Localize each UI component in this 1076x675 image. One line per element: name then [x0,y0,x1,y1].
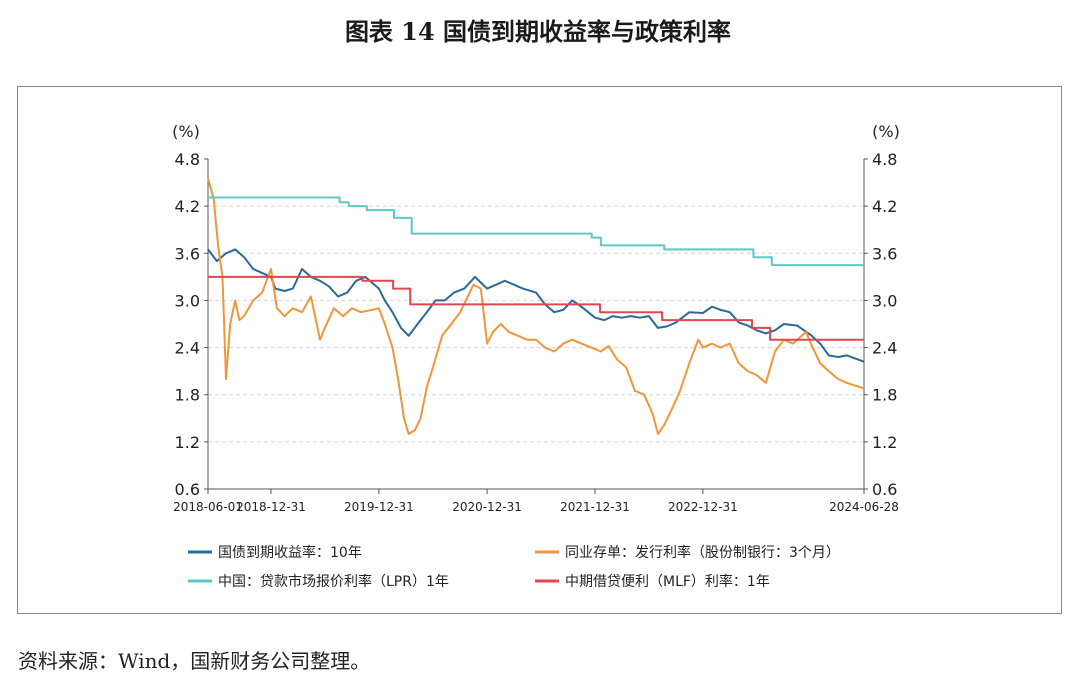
y-tick-label-left: 2.4 [175,339,200,358]
x-tick-label: 2022-12-31 [668,500,738,514]
y-tick-label-right: 0.6 [872,480,897,499]
series-lines [207,178,865,435]
series-line-1 [207,248,865,363]
y-tick-label-left: 4.8 [175,150,200,169]
y-tick-label-left: 3.0 [175,291,200,310]
x-tick-label: 2024-06-28 [829,500,899,514]
y-tick-label-left: 0.6 [175,480,200,499]
chart-title: 图表 14 国债到期收益率与政策利率 [344,17,732,46]
y-tick-label-right: 1.2 [872,433,897,452]
y-tick-label-left: 1.2 [175,433,200,452]
line-chart: 4.8 4.8 4.2 4.2 3.6 3.6 3.0 3.0 2.4 2.4 1.8 1.8 1.2 1… [172,122,900,590]
y-tick-label-right: 4.2 [872,197,897,216]
y-tick-label-right: 3.6 [872,244,897,263]
y-tick-label-left: 4.2 [175,197,200,216]
y-tick-label-right: 4.8 [872,150,897,169]
series-line-2 [207,178,865,435]
y-unit-left: (%) [172,122,200,141]
x-tick-label: 2019-12-31 [344,500,414,514]
axes: 4.8 4.8 4.2 4.2 3.6 3.6 3.0 3.0 2.4 2.4 1.8 1.8 1.2 1… [172,122,900,514]
legend-label-1: 国债到期收益率：10年 [218,544,362,561]
chart-frame: 4.8 4.8 4.2 4.2 3.6 3.6 3.0 3.0 2.4 2.4 1.8 1.8 1.2 1… [17,86,1062,614]
x-tick-label: 2021-12-31 [560,500,630,514]
x-tick-label: 2018-12-31 [236,500,306,514]
source-note: 资料来源：Wind，国新财务公司整理。 [18,649,371,673]
series-line-4 [208,275,864,341]
y-tick-label-right: 1.8 [872,386,897,405]
legend-label-3: 中国：贷款市场报价利率（LPR）1年 [218,573,449,590]
grid-lines [208,205,864,443]
x-tick-label: 2020-12-31 [452,500,522,514]
y-tick-label-left: 1.8 [175,386,200,405]
x-tick-label: 2018-06-01 [173,500,243,514]
legend-label-2: 同业存单：发行利率（股份制银行：3个月） [565,544,840,561]
series-line-3 [208,196,864,267]
y-unit-right: (%) [872,122,900,141]
y-tick-label-left: 3.6 [175,244,200,263]
y-tick-label-right: 3.0 [872,291,897,310]
y-tick-label-right: 2.4 [872,339,897,358]
legend-label-4: 中期借贷便利（MLF）利率：1年 [565,573,770,590]
legend: 国债到期收益率：10年 同业存单：发行利率（股份制银行：3个月） 中国：贷款市场报价… [188,544,840,590]
